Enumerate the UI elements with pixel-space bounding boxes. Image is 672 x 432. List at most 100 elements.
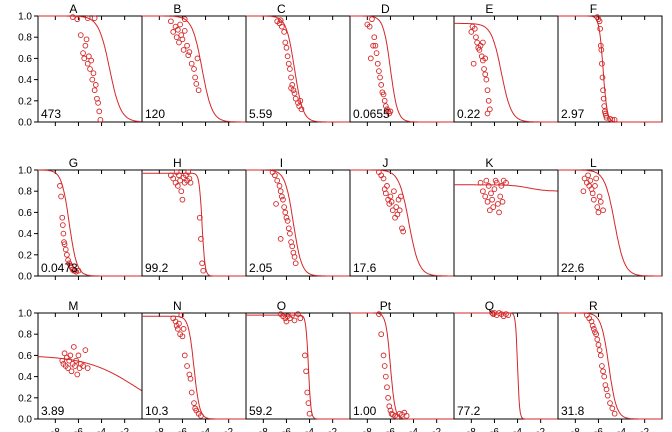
data-point [477, 179, 484, 186]
data-point [382, 103, 389, 109]
data-point [384, 183, 390, 189]
fit-curve [142, 315, 246, 420]
data-point [589, 322, 596, 329]
data-point [609, 405, 616, 412]
data-point [277, 236, 284, 242]
data-point [283, 318, 290, 325]
data-point [380, 91, 387, 98]
data-point [273, 201, 279, 207]
fit-curve [38, 15, 143, 123]
data-point [594, 336, 601, 343]
data-point [295, 311, 301, 317]
data-point [92, 82, 99, 88]
data-point [604, 392, 611, 399]
data-point [180, 47, 187, 53]
y-tick-label: 0.8 [18, 187, 32, 198]
data-point [185, 52, 192, 59]
data-point [73, 357, 79, 364]
data-point [387, 108, 394, 115]
data-point [603, 114, 610, 121]
data-point [288, 85, 294, 91]
data-point [400, 228, 407, 235]
panel-title: Q [485, 299, 494, 313]
data-point [96, 108, 103, 115]
data-point [281, 29, 287, 35]
data-point [394, 211, 401, 218]
data-point [67, 352, 74, 359]
fit-curve [37, 356, 143, 392]
data-point [90, 70, 97, 77]
fit-curve [246, 314, 350, 420]
data-point [580, 188, 587, 195]
data-point [198, 412, 204, 419]
data-point [198, 236, 204, 242]
data-point [285, 60, 292, 67]
fit-curve [350, 312, 454, 420]
data-point [482, 193, 489, 200]
data-point [72, 267, 78, 274]
data-point [199, 260, 205, 267]
data-point [474, 39, 480, 46]
data-point [505, 312, 512, 318]
data-point [486, 106, 493, 113]
data-point [85, 53, 92, 60]
data-point [590, 326, 597, 332]
panel-value-label: 120 [145, 107, 165, 121]
data-point [601, 103, 608, 109]
fit-curve [38, 169, 142, 277]
data-point [60, 230, 67, 237]
data-point [599, 60, 605, 67]
data-point [58, 193, 64, 200]
data-point [291, 317, 298, 324]
y-tick-label: 1.0 [18, 12, 32, 23]
data-point [64, 251, 70, 258]
data-point [83, 36, 90, 43]
panel-value-label: 22.6 [561, 261, 585, 275]
panel-title: M [68, 299, 78, 313]
panel-title: H [173, 156, 182, 170]
fit-curve [246, 15, 350, 123]
data-point [66, 357, 73, 364]
data-point [382, 373, 389, 380]
data-point [371, 34, 378, 41]
data-point [176, 39, 182, 46]
panel-frame [453, 169, 559, 277]
panel-title: R [589, 299, 598, 313]
data-point [484, 110, 491, 117]
data-point [389, 207, 396, 214]
fit-curve [350, 15, 454, 123]
x-tick-label: -8 [259, 427, 268, 432]
data-point [74, 16, 81, 23]
x-tick-label: -6 [74, 427, 83, 432]
data-point [497, 193, 504, 200]
data-point [180, 326, 187, 332]
data-point [609, 117, 616, 123]
data-point [597, 25, 604, 32]
panel-title: N [173, 299, 182, 313]
data-point [600, 368, 606, 375]
data-point [191, 66, 197, 72]
panel-title: D [381, 2, 390, 16]
y-tick-label: 0.2 [18, 393, 32, 404]
x-tick-label: -2 [120, 427, 129, 432]
data-point [370, 42, 376, 49]
data-point [391, 188, 397, 195]
fit-curve [454, 312, 558, 420]
data-point [374, 60, 381, 67]
data-point [61, 350, 68, 357]
data-point [62, 246, 69, 253]
fit-curve [142, 15, 246, 123]
data-point [599, 74, 606, 81]
y-tick-label: 0.2 [18, 96, 32, 107]
data-point [480, 39, 486, 46]
data-point [179, 196, 186, 203]
data-point [195, 87, 202, 94]
data-point [366, 23, 373, 30]
data-point [288, 74, 294, 81]
x-tick-label: -8 [51, 427, 60, 432]
x-tick-label: -8 [467, 427, 476, 432]
y-tick-label: 1.0 [18, 166, 32, 177]
data-point [188, 60, 195, 67]
data-point [581, 175, 588, 182]
data-point [473, 34, 479, 41]
